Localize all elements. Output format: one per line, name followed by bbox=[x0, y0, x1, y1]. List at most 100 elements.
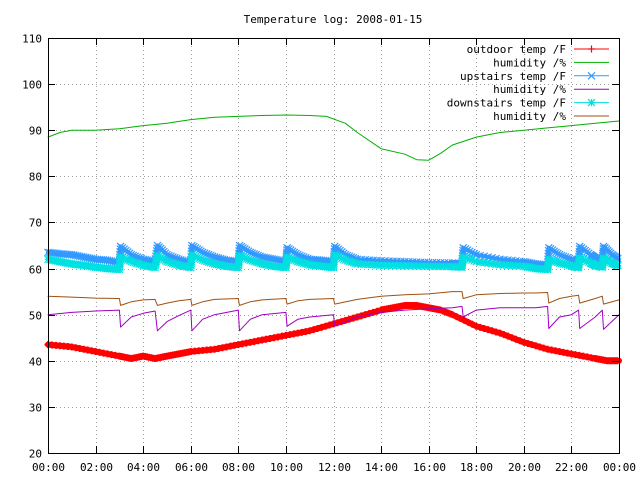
data-point bbox=[252, 258, 261, 267]
data-point bbox=[488, 259, 497, 268]
data-point bbox=[347, 258, 356, 267]
data-point bbox=[254, 258, 263, 267]
data-point bbox=[532, 342, 540, 350]
data-point bbox=[195, 254, 204, 263]
data-point bbox=[470, 256, 478, 265]
data-point bbox=[235, 251, 244, 260]
x-tick-label: 12:00 bbox=[318, 461, 351, 474]
data-point bbox=[472, 322, 480, 330]
data-point bbox=[349, 258, 358, 267]
y-tick-label: 80 bbox=[29, 171, 42, 184]
data-point bbox=[306, 327, 314, 335]
data-point bbox=[332, 251, 341, 260]
x-tick-label: 18:00 bbox=[460, 461, 493, 474]
data-point bbox=[550, 257, 559, 266]
data-point bbox=[248, 256, 257, 265]
data-point bbox=[577, 254, 586, 263]
legend-label: humidity /% bbox=[493, 83, 566, 96]
data-point bbox=[284, 253, 293, 262]
data-point bbox=[587, 71, 596, 80]
data-point bbox=[381, 261, 389, 270]
data-point bbox=[168, 259, 177, 268]
x-tick-label: 04:00 bbox=[127, 461, 160, 474]
data-point bbox=[290, 256, 299, 265]
x-tick-label: 20:00 bbox=[508, 461, 541, 474]
data-point bbox=[508, 334, 516, 342]
data-point bbox=[345, 257, 354, 266]
data-point bbox=[528, 341, 536, 349]
data-point bbox=[536, 343, 544, 351]
data-point bbox=[334, 252, 343, 261]
data-point bbox=[440, 262, 449, 271]
data-point bbox=[193, 253, 202, 262]
data-point bbox=[341, 256, 350, 265]
data-point bbox=[116, 253, 125, 261]
data-point bbox=[452, 313, 460, 321]
data-point bbox=[412, 262, 421, 270]
data-point bbox=[163, 257, 171, 266]
data-point bbox=[461, 245, 470, 253]
data-point bbox=[389, 261, 397, 270]
data-point bbox=[326, 321, 334, 329]
legend-label: humidity /% bbox=[493, 110, 566, 123]
data-point bbox=[424, 262, 433, 271]
data-point bbox=[396, 261, 405, 270]
data-point bbox=[582, 257, 591, 266]
data-point bbox=[581, 256, 590, 265]
series-line bbox=[45, 302, 622, 364]
data-point bbox=[204, 258, 213, 267]
data-point bbox=[492, 328, 500, 336]
data-point bbox=[470, 249, 478, 258]
data-point bbox=[123, 256, 132, 265]
data-point bbox=[337, 254, 346, 263]
series-4 bbox=[47, 305, 620, 332]
data-point bbox=[188, 250, 196, 259]
data-point bbox=[476, 258, 485, 267]
data-point bbox=[496, 260, 504, 269]
data-point bbox=[133, 259, 142, 268]
data-point bbox=[524, 339, 532, 347]
x-tick-label: 22:00 bbox=[555, 461, 588, 474]
data-point bbox=[191, 252, 200, 261]
data-point bbox=[456, 315, 464, 323]
data-point bbox=[492, 260, 501, 269]
data-point bbox=[508, 261, 516, 270]
data-point bbox=[244, 255, 253, 264]
x-tick-label: 06:00 bbox=[175, 461, 208, 474]
data-point bbox=[520, 338, 528, 346]
data-point bbox=[484, 326, 492, 334]
series-5 bbox=[44, 250, 622, 274]
data-point bbox=[208, 259, 217, 268]
data-point bbox=[504, 332, 512, 340]
data-point bbox=[467, 256, 476, 265]
y-tick-label: 70 bbox=[29, 217, 42, 230]
data-point bbox=[131, 258, 140, 267]
data-point bbox=[246, 256, 255, 265]
data-point bbox=[512, 335, 520, 343]
legend-label: downstairs temp /F bbox=[447, 97, 566, 110]
data-point bbox=[369, 308, 377, 316]
data-point bbox=[129, 258, 138, 267]
legend-label: outdoor temp /F bbox=[467, 43, 566, 56]
data-point bbox=[436, 262, 445, 271]
data-point bbox=[240, 254, 249, 262]
data-point bbox=[544, 255, 553, 264]
x-tick-label: 14:00 bbox=[365, 461, 398, 474]
data-point bbox=[468, 320, 476, 328]
y-tick-label: 30 bbox=[29, 402, 42, 415]
y-tick-label: 40 bbox=[29, 356, 42, 369]
data-point bbox=[137, 260, 146, 269]
data-point bbox=[365, 260, 374, 269]
series-line bbox=[47, 291, 620, 306]
data-point bbox=[579, 255, 588, 264]
data-point bbox=[314, 325, 322, 332]
data-point bbox=[444, 262, 453, 271]
series-6 bbox=[47, 291, 620, 306]
data-point bbox=[404, 261, 413, 270]
y-tick-label: 110 bbox=[22, 33, 42, 46]
data-point bbox=[322, 322, 330, 330]
data-point bbox=[500, 261, 508, 270]
data-point bbox=[200, 256, 209, 265]
